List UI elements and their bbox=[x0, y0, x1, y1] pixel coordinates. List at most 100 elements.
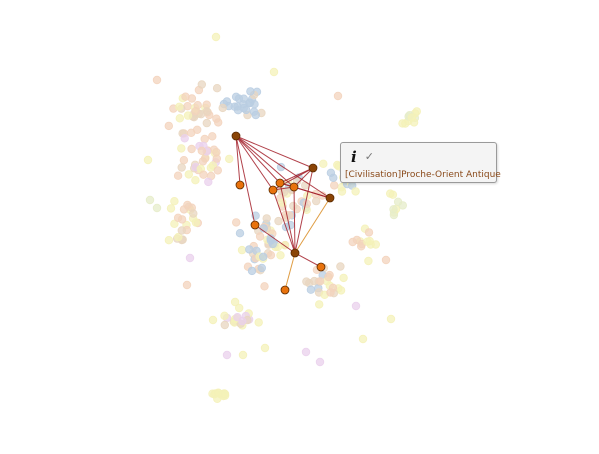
graph-node[interactable] bbox=[189, 209, 198, 218]
graph-node[interactable] bbox=[326, 168, 336, 177]
highlighted-node[interactable] bbox=[275, 178, 285, 188]
graph-node[interactable] bbox=[276, 162, 286, 172]
graph-node[interactable] bbox=[200, 134, 209, 144]
graph-node[interactable] bbox=[191, 218, 201, 227]
graph-node[interactable] bbox=[302, 277, 311, 286]
graph-node[interactable] bbox=[177, 163, 186, 172]
graph-node[interactable] bbox=[333, 91, 343, 101]
graph-node[interactable] bbox=[220, 311, 229, 320]
graph-node[interactable] bbox=[224, 154, 234, 164]
highlighted-node[interactable] bbox=[250, 220, 260, 230]
check-icon[interactable]: ✓ bbox=[364, 150, 374, 163]
highlighted-node[interactable] bbox=[316, 262, 326, 272]
graph-node[interactable] bbox=[164, 121, 173, 131]
graph-node[interactable] bbox=[255, 232, 265, 241]
graph-node[interactable] bbox=[251, 110, 260, 120]
graph-node[interactable] bbox=[202, 118, 211, 128]
graph-node[interactable] bbox=[182, 280, 192, 290]
graph-node[interactable] bbox=[233, 313, 242, 322]
graph-node[interactable] bbox=[260, 282, 269, 291]
graph-node[interactable] bbox=[213, 118, 223, 127]
highlighted-nodes[interactable] bbox=[231, 131, 335, 295]
graph-node[interactable] bbox=[218, 103, 227, 113]
graph-node[interactable] bbox=[365, 236, 374, 246]
graph-node[interactable] bbox=[175, 102, 184, 111]
graph-node[interactable] bbox=[212, 83, 222, 93]
graph-node[interactable] bbox=[306, 285, 316, 294]
graph-node[interactable] bbox=[202, 107, 211, 116]
graph-node[interactable] bbox=[186, 128, 196, 137]
graph-node[interactable] bbox=[185, 253, 195, 263]
graph-node[interactable] bbox=[177, 215, 187, 224]
graph-node[interactable] bbox=[388, 190, 398, 199]
graph-node[interactable] bbox=[212, 154, 221, 163]
graph-node[interactable] bbox=[339, 273, 348, 283]
graph-node[interactable] bbox=[180, 134, 189, 143]
graph-node[interactable] bbox=[183, 200, 192, 210]
highlighted-node[interactable] bbox=[280, 285, 290, 295]
graph-node[interactable] bbox=[358, 334, 368, 344]
graph-node[interactable] bbox=[351, 301, 361, 311]
graph-node[interactable] bbox=[238, 350, 248, 360]
graph-node[interactable] bbox=[398, 201, 407, 210]
graph-node[interactable] bbox=[164, 235, 174, 245]
graph-node[interactable] bbox=[166, 204, 176, 213]
highlighted-node[interactable] bbox=[308, 163, 318, 173]
graph-node[interactable] bbox=[170, 219, 179, 228]
graph-node[interactable] bbox=[302, 199, 312, 208]
graph-node[interactable] bbox=[389, 205, 398, 214]
graph-node[interactable] bbox=[152, 75, 162, 85]
graph-node[interactable] bbox=[208, 161, 218, 170]
graph-node[interactable] bbox=[237, 245, 247, 255]
graph-node[interactable] bbox=[348, 237, 357, 247]
graph-node[interactable] bbox=[187, 144, 196, 154]
graph-node[interactable] bbox=[276, 251, 285, 260]
graph-node[interactable] bbox=[274, 216, 283, 226]
graph-node[interactable] bbox=[230, 297, 240, 307]
graph-node[interactable] bbox=[326, 288, 335, 297]
graph-node[interactable] bbox=[246, 87, 255, 96]
graph-node[interactable] bbox=[245, 245, 254, 254]
graph-node[interactable] bbox=[239, 94, 248, 103]
graph-node[interactable] bbox=[364, 256, 373, 266]
graph-node[interactable] bbox=[336, 262, 345, 271]
graph-node[interactable] bbox=[152, 203, 162, 213]
graph-node[interactable] bbox=[208, 315, 218, 325]
highlighted-node[interactable] bbox=[325, 193, 335, 203]
graph-node[interactable] bbox=[208, 132, 217, 141]
graph-node[interactable] bbox=[220, 389, 230, 399]
graph-node[interactable] bbox=[381, 255, 391, 265]
graph-node[interactable] bbox=[269, 67, 279, 77]
graph-node[interactable] bbox=[197, 146, 206, 155]
graph-node[interactable] bbox=[357, 242, 366, 251]
graph-node[interactable] bbox=[197, 80, 206, 89]
graph-node[interactable] bbox=[241, 105, 251, 115]
graph-node[interactable] bbox=[222, 350, 232, 360]
graph-node[interactable] bbox=[324, 272, 333, 282]
graph-node[interactable] bbox=[173, 171, 183, 180]
graph-node[interactable] bbox=[235, 228, 245, 238]
graph-node[interactable] bbox=[145, 195, 155, 205]
graph-node[interactable] bbox=[177, 226, 186, 235]
graph-node[interactable] bbox=[191, 106, 200, 116]
graph-node[interactable] bbox=[204, 177, 213, 187]
graph-node[interactable] bbox=[337, 187, 347, 196]
graph-node[interactable] bbox=[220, 320, 229, 330]
graph-node[interactable] bbox=[213, 166, 222, 175]
highlighted-node[interactable] bbox=[235, 180, 245, 190]
graph-node[interactable] bbox=[330, 181, 339, 190]
graph-node[interactable] bbox=[301, 181, 310, 190]
graph-node[interactable] bbox=[386, 314, 396, 324]
graph-node[interactable] bbox=[407, 113, 416, 122]
graph-node[interactable] bbox=[266, 250, 276, 260]
graph-node[interactable] bbox=[312, 196, 321, 206]
graph-node[interactable] bbox=[170, 196, 179, 206]
graph-node[interactable] bbox=[143, 155, 153, 165]
graph-node[interactable] bbox=[233, 105, 243, 115]
graph-node[interactable] bbox=[177, 144, 186, 153]
graph-node[interactable] bbox=[213, 394, 222, 403]
graph-node[interactable] bbox=[254, 318, 263, 327]
highlighted-node[interactable] bbox=[268, 185, 278, 195]
graph-node[interactable] bbox=[301, 347, 311, 357]
graph-node[interactable] bbox=[257, 263, 266, 273]
